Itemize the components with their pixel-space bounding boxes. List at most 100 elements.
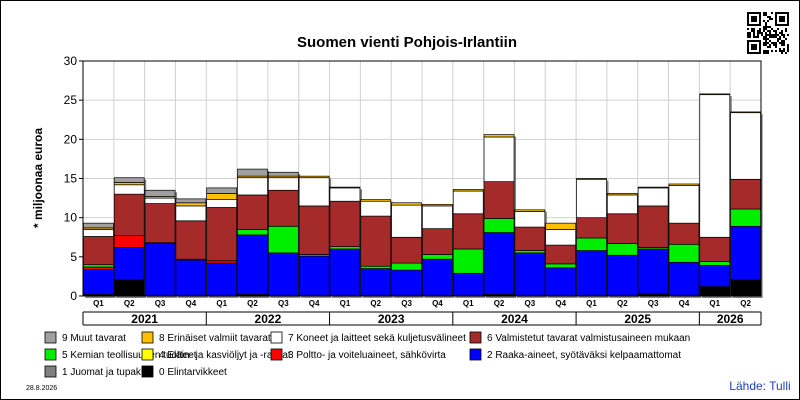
bar-segment <box>206 187 238 194</box>
bar-segment <box>637 186 669 189</box>
y-tick-label: 10 <box>64 211 78 225</box>
bar-segment <box>237 229 268 236</box>
x-tick-label: Q1 <box>340 299 351 308</box>
bar-segment <box>391 269 422 296</box>
bar-segment <box>545 244 577 265</box>
bar-shadow <box>239 296 270 298</box>
bar-segment <box>391 202 422 206</box>
year-label: 2022 <box>255 312 282 326</box>
bar-segment <box>514 250 546 254</box>
bar-segment <box>576 217 607 239</box>
bar-segment <box>113 184 145 195</box>
y-tick-label: 5 <box>70 250 77 264</box>
bar-shadow <box>85 296 116 298</box>
bar-segment <box>606 243 638 256</box>
bar-segment <box>237 177 268 196</box>
legend-swatch <box>141 331 154 344</box>
bar-segment <box>83 266 114 270</box>
bar-segment <box>730 225 761 280</box>
bar-segment <box>452 248 484 274</box>
legend-swatch <box>469 348 482 361</box>
x-tick-label: Q3 <box>525 299 536 308</box>
bar-segment <box>699 93 731 96</box>
bar-segment <box>422 258 453 296</box>
bar-segment <box>267 177 299 191</box>
legend-label: 6 Valmistetut tavarat valmistusaineen mu… <box>487 333 690 344</box>
year-label: 2024 <box>501 312 528 326</box>
legend-swatch <box>44 331 57 344</box>
y-axis-label: * miljoonaa euroa <box>31 128 45 228</box>
x-tick-label: Q2 <box>740 299 751 308</box>
x-tick-label: Q4 <box>555 299 566 308</box>
bar-segment <box>483 181 515 219</box>
bar-segment <box>237 168 268 177</box>
bar-segment <box>730 208 761 227</box>
bar-segment <box>360 265 392 269</box>
bar-segment <box>113 182 145 186</box>
x-tick-label: Q1 <box>586 299 597 308</box>
legend-swatch <box>270 331 283 344</box>
legend-swatch <box>469 331 482 344</box>
bar-segment <box>267 171 299 177</box>
legend-label: 8 Erinäiset valmiit tavarat <box>159 333 271 344</box>
bar-segment <box>514 226 546 251</box>
bar-segment <box>576 178 607 219</box>
bar-segment <box>576 178 607 180</box>
bar-segment <box>452 189 484 192</box>
bar-segment <box>144 203 176 244</box>
bar-segment <box>298 205 330 255</box>
bar-segment <box>175 220 207 260</box>
bar-segment <box>730 279 761 297</box>
bar-segment <box>298 177 330 207</box>
legend-label: 9 Muut tavarat <box>62 333 126 344</box>
bar-segment <box>730 178 761 210</box>
legend: 9 Muut tavarat 8 Erinäiset valmiit tavara… <box>44 331 690 378</box>
y-tick-label: 25 <box>64 93 78 107</box>
x-tick-label: Q4 <box>309 299 320 308</box>
bar-segment <box>113 235 145 248</box>
y-tick-label: 20 <box>64 132 78 146</box>
bar-segment <box>206 262 238 296</box>
bar-segment <box>452 213 484 250</box>
bar-segment <box>391 262 422 271</box>
legend-label: 0 Elintarvikkeet <box>159 367 227 378</box>
legend-swatch <box>141 348 154 361</box>
bar-segment <box>668 261 700 296</box>
bar-segment <box>175 202 207 207</box>
bar-segment <box>113 279 145 297</box>
x-tick-label: Q2 <box>617 299 628 308</box>
bar-segment <box>545 263 577 269</box>
bar-segment <box>606 213 638 244</box>
qr-code-icon <box>747 12 789 54</box>
x-tick-label: Q2 <box>247 299 258 308</box>
bar-shadow <box>547 297 578 298</box>
bar-shadow <box>578 297 609 298</box>
x-tick-label: Q4 <box>186 299 197 308</box>
bar-segment <box>514 211 546 228</box>
bar-segment <box>175 198 207 204</box>
bar-segment <box>637 248 669 295</box>
y-tick-label: 0 <box>70 289 77 303</box>
year-label: 2021 <box>131 312 158 326</box>
x-tick-label: Q4 <box>432 299 443 308</box>
x-tick-label: Q3 <box>155 299 166 308</box>
bar-segment <box>391 236 422 264</box>
bar-segment <box>237 194 268 230</box>
bar-segment <box>113 247 145 280</box>
x-tick-label: Q4 <box>679 299 690 308</box>
bar-shadow <box>301 297 332 298</box>
bar-segment <box>360 215 392 267</box>
bar-shadow <box>331 297 362 298</box>
bar-segment <box>83 222 114 229</box>
bar-segment <box>668 185 700 224</box>
source-label: Lähde: Tulli <box>729 379 790 393</box>
bar-segment <box>329 187 361 202</box>
legend-label: 4 Eläin- ja kasviöljyt ja -rasvat <box>159 350 291 361</box>
bar-shadow <box>640 295 671 298</box>
bar-segment <box>144 189 176 197</box>
bar-segment <box>329 186 361 189</box>
bar-segment <box>298 255 330 296</box>
bar-segment <box>483 218 515 233</box>
y-tick-label: 15 <box>64 172 78 186</box>
bar-segment <box>514 209 546 212</box>
